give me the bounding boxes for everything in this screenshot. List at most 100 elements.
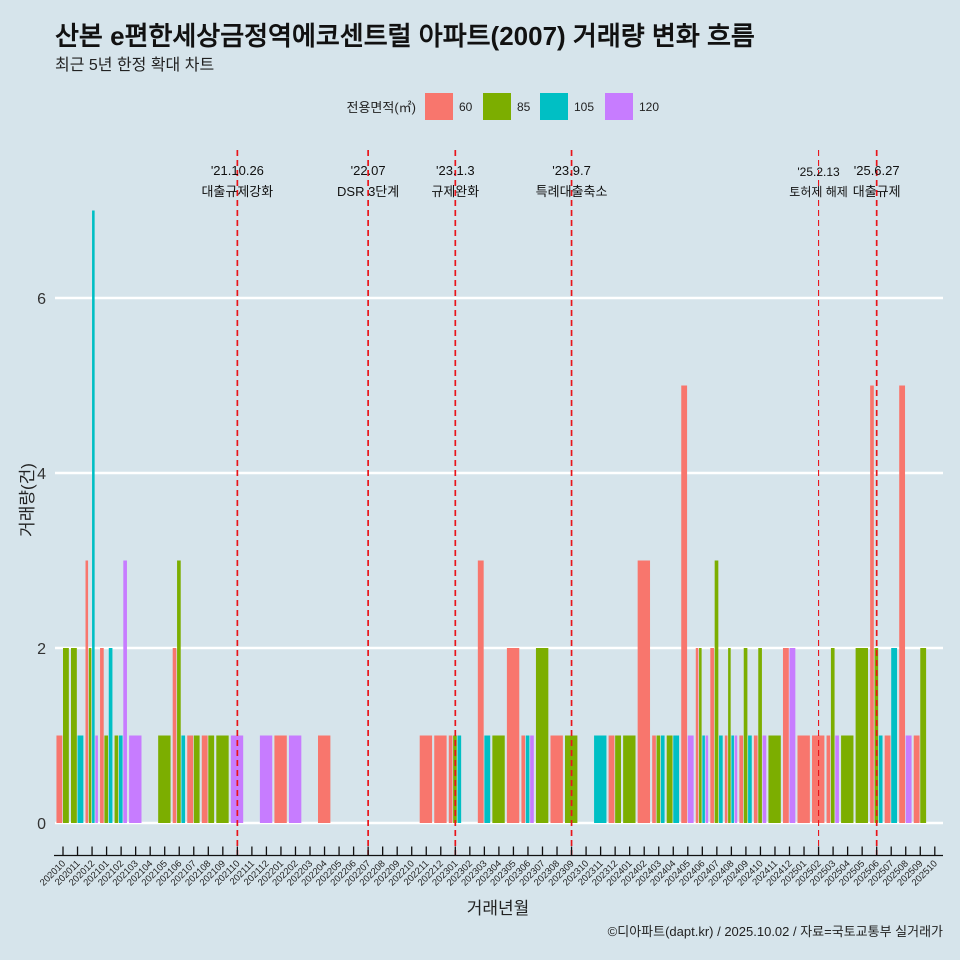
y-axis-ticks: 0 2 4 6 <box>37 291 46 833</box>
annotation-date: '23.1.3 <box>436 163 475 178</box>
bar-105-202303 <box>484 735 491 823</box>
bar-85-202505 <box>855 648 868 823</box>
bar-85-202401 <box>623 735 636 823</box>
bar-60-202106 <box>172 648 177 823</box>
bar-60-202501 <box>797 735 810 823</box>
y-tick-label: 4 <box>37 466 46 483</box>
bar-85-202102 <box>114 735 119 823</box>
bar-85-202409 <box>743 648 748 823</box>
bar-120-202412 <box>789 648 796 823</box>
annotation-date: '22.07 <box>351 163 386 178</box>
bar-85-202304 <box>492 735 505 823</box>
annotation-label: 규제완화 <box>431 184 479 199</box>
annotation-date: '21.10.26 <box>211 163 264 178</box>
bar-60-202301 <box>448 735 453 823</box>
bar-85-202410 <box>758 648 762 823</box>
bar-60-202502 <box>812 735 825 823</box>
legend-title: 전용면적(㎡) <box>347 100 417 115</box>
bar-60-202312 <box>608 735 615 823</box>
y-tick-label: 6 <box>37 291 46 308</box>
bar-60-202107 <box>187 735 194 823</box>
bar-60-202407 <box>710 648 714 823</box>
bar-105-202012 <box>92 210 95 823</box>
bar-60-202402 <box>637 560 651 823</box>
bar-85-202312 <box>615 735 621 823</box>
bar-60-202406 <box>695 648 699 823</box>
bar-120-202202 <box>288 735 302 823</box>
bar-60-202212 <box>434 735 447 823</box>
x-axis-title: 거래년월 <box>467 899 530 918</box>
chart-subtitle: 최근 5년 한정 확대 차트 <box>55 56 214 74</box>
bar-85-202301 <box>453 735 457 823</box>
legend-label: 60 <box>459 100 473 114</box>
bar-120-202306 <box>530 735 534 823</box>
bar-60-202503 <box>826 735 831 823</box>
annotation-label: 대출규제강화 <box>201 184 273 199</box>
bar-60-202010 <box>56 735 63 823</box>
bar-85-202408 <box>728 648 731 823</box>
annotation-date: '23.9.7 <box>552 163 591 178</box>
bar-85-202307 <box>535 648 549 823</box>
bar-120-202110 <box>230 735 244 823</box>
bar-105-202301 <box>457 735 462 823</box>
annotation-label: 토허제 해제 <box>789 185 848 199</box>
bar-105-202311 <box>594 735 607 823</box>
bar-60-202408 <box>724 735 728 823</box>
bar-60-202303 <box>477 560 484 823</box>
bar-85-202503 <box>830 648 835 823</box>
bar-85-202109 <box>216 735 229 823</box>
bar-105-202403 <box>660 735 665 823</box>
bar-85-202106 <box>177 560 181 823</box>
bar-85-202406 <box>699 648 702 823</box>
legend-key-60 <box>425 93 453 120</box>
bar-60-202409 <box>739 735 744 823</box>
bar-60-202201 <box>274 735 287 823</box>
bar-85-202509 <box>920 648 927 823</box>
bar-120-202405 <box>687 735 694 823</box>
bar-60-202412 <box>782 648 789 823</box>
chart-caption: ©디아파트(dapt.kr) / 2025.10.02 / 자료=국토교통부 실… <box>608 924 943 939</box>
annotation-date: '25.6.27 <box>854 163 900 178</box>
bar-120-202503 <box>835 735 839 823</box>
bar-120-202406 <box>705 735 709 823</box>
bar-60-202509 <box>913 735 920 823</box>
bar-60-202211 <box>419 735 433 823</box>
bar-85-202010 <box>63 648 69 823</box>
legend-key-105 <box>540 93 568 120</box>
bar-60-202108 <box>201 735 208 823</box>
bar-85-202407 <box>714 560 719 823</box>
bar-60-202305 <box>506 648 520 823</box>
y-tick-label: 0 <box>37 816 46 833</box>
bar-120-202508 <box>905 735 912 823</box>
bar-85-202504 <box>841 735 854 823</box>
bar-85-202404 <box>666 735 673 823</box>
bar-105-202407 <box>719 735 723 823</box>
annotation-date: '25.2.13 <box>797 165 840 179</box>
legend-key-85 <box>483 93 511 120</box>
bar-60-202405 <box>681 385 688 823</box>
bar-85-202411 <box>768 735 781 823</box>
bar-60-202410 <box>753 735 758 823</box>
bar-85-202105 <box>158 735 171 823</box>
bar-120-202102 <box>123 560 127 823</box>
bar-85-202108 <box>208 735 215 823</box>
legend-label: 120 <box>639 100 659 114</box>
bar-120-202408 <box>734 735 738 823</box>
y-tick-label: 2 <box>37 641 46 658</box>
legend-label: 105 <box>574 100 594 114</box>
bar-105-202507 <box>891 648 898 823</box>
bar-60-202012 <box>85 560 89 823</box>
chart-title: 산본 e편한세상금정역에코센트럴 아파트(2007) 거래량 변화 흐름 <box>55 21 755 51</box>
legend: 전용면적(㎡) 60 85 105 120 <box>347 93 659 120</box>
bar-105-202409 <box>748 735 752 823</box>
bar-60-202507 <box>884 735 891 823</box>
bar-105-202101 <box>108 648 113 823</box>
bar-120-202112 <box>259 735 273 823</box>
bar-105-202408 <box>731 735 734 823</box>
bar-105-202306 <box>525 735 530 823</box>
annotation-label: DSR 3단계 <box>337 184 399 199</box>
bar-85-202403 <box>656 735 661 823</box>
bar-85-202011 <box>70 648 77 823</box>
bar-60-202101 <box>100 648 104 823</box>
